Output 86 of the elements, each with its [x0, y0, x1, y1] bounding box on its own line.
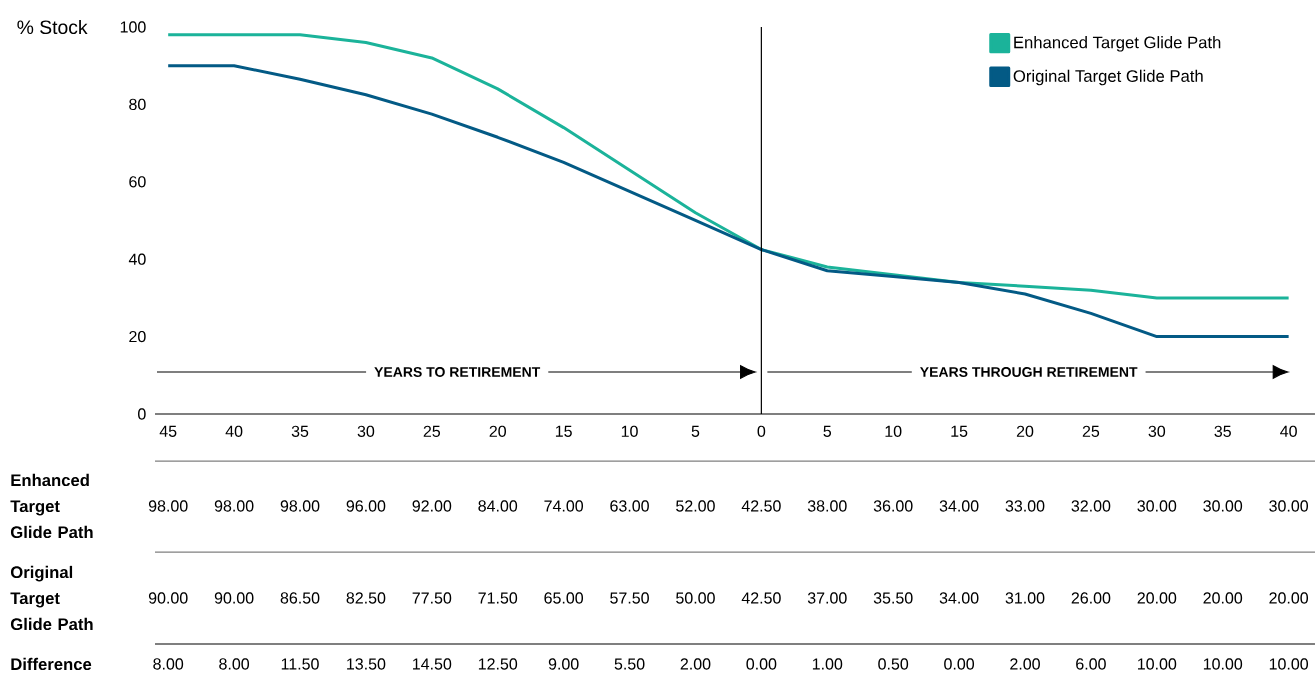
- y-tick-label: 40: [128, 253, 146, 265]
- text: 98.00: [214, 500, 254, 512]
- annotation: YEARS TO RETIREMENT: [374, 367, 541, 377]
- text: 20.00: [1269, 592, 1309, 604]
- x-tick-label: 0: [757, 425, 766, 437]
- text: 86.50: [280, 592, 320, 604]
- x-tick-label: 15: [951, 425, 968, 437]
- x-tick-label: 35: [291, 425, 309, 437]
- x-tick-label: 10: [885, 425, 902, 437]
- text: 30.00: [1269, 500, 1309, 512]
- x-tick-label: 20: [489, 425, 507, 437]
- text: 2.00: [1010, 658, 1040, 670]
- text: 5.50: [614, 658, 645, 670]
- text: 82.50: [346, 592, 386, 604]
- text: 74.00: [544, 500, 584, 512]
- text: 0.00: [746, 658, 777, 670]
- text: 30.00: [1137, 500, 1177, 512]
- text: 96.00: [346, 500, 386, 512]
- text: 63.00: [610, 500, 649, 512]
- text: 65.00: [544, 592, 584, 604]
- y-tick-label: 60: [129, 176, 146, 188]
- text: 33.00: [1005, 500, 1045, 512]
- text: 6.00: [1076, 658, 1106, 670]
- text: Enhanced Target Glide Path: [10, 473, 93, 539]
- text: 31.00: [1005, 592, 1045, 604]
- text: 77.50: [412, 592, 452, 604]
- x-tick-label: 40: [1280, 425, 1297, 437]
- text: 52.00: [676, 500, 715, 512]
- text: 98.00: [148, 500, 188, 512]
- text: 14.50: [413, 658, 452, 670]
- text: 12.50: [478, 658, 518, 670]
- annotation: YEARS THROUGH RETIREMENT: [920, 367, 1138, 377]
- text: Original Target Glide Path: [10, 565, 93, 631]
- x-tick-label: 35: [1214, 425, 1231, 437]
- x-tick-label: 30: [1148, 425, 1166, 437]
- text: 11.50: [281, 658, 319, 670]
- text: 9.00: [548, 658, 579, 670]
- y-tick-label: 80: [129, 98, 146, 111]
- y-tick-label: 20: [129, 330, 146, 343]
- text: 71.50: [478, 592, 518, 604]
- x-tick-label: 40: [225, 425, 243, 437]
- text: 84.00: [478, 500, 518, 512]
- text: 0.00: [944, 658, 975, 670]
- text: 8.00: [153, 658, 184, 670]
- text: 35.50: [873, 592, 913, 604]
- x-tick-label: 25: [423, 425, 441, 437]
- text: 10.00: [1138, 658, 1177, 670]
- y-axis-title: % Stock: [17, 19, 88, 35]
- y-tick-label: 100: [120, 21, 146, 33]
- x-tick-label: 15: [555, 425, 572, 437]
- text: 30.00: [1203, 500, 1243, 512]
- text: 20.00: [1137, 592, 1177, 604]
- legend-label: Original Target Glide Path: [1013, 69, 1203, 86]
- text: 34.00: [939, 592, 979, 604]
- text: 2.00: [680, 658, 711, 670]
- text: 34.00: [939, 500, 979, 512]
- x-tick-label: 45: [159, 425, 177, 437]
- text: 20.00: [1203, 592, 1243, 604]
- text: 38.00: [807, 500, 847, 512]
- text: 37.00: [807, 592, 847, 604]
- text: 10.00: [1269, 658, 1309, 670]
- x-tick-label: 10: [621, 425, 638, 437]
- legend-label: Enhanced Target Glide Path: [1014, 36, 1221, 52]
- text: 42.50: [741, 500, 781, 512]
- text: 26.00: [1071, 592, 1111, 604]
- text: 90.00: [148, 592, 188, 604]
- text: Difference: [11, 657, 92, 671]
- text: 10.00: [1203, 658, 1243, 670]
- text: 57.50: [610, 592, 649, 604]
- text: 92.00: [412, 500, 452, 512]
- x-tick-label: 20: [1016, 425, 1034, 437]
- text: 8.00: [219, 658, 250, 670]
- x-tick-label: 25: [1082, 425, 1100, 437]
- x-tick-label: 5: [691, 425, 700, 437]
- x-tick-label: 5: [823, 425, 832, 437]
- text: 98.00: [280, 500, 320, 512]
- text: 0.50: [878, 658, 909, 670]
- text: 32.00: [1071, 500, 1111, 512]
- text: 90.00: [214, 592, 254, 604]
- text: 36.00: [873, 500, 913, 512]
- text: 1.00: [812, 658, 843, 670]
- x-tick-label: 30: [357, 425, 375, 437]
- text: 13.50: [347, 658, 386, 670]
- y-tick-label: 0: [138, 408, 146, 420]
- text: 42.50: [741, 592, 781, 604]
- text: 50.00: [676, 592, 715, 604]
